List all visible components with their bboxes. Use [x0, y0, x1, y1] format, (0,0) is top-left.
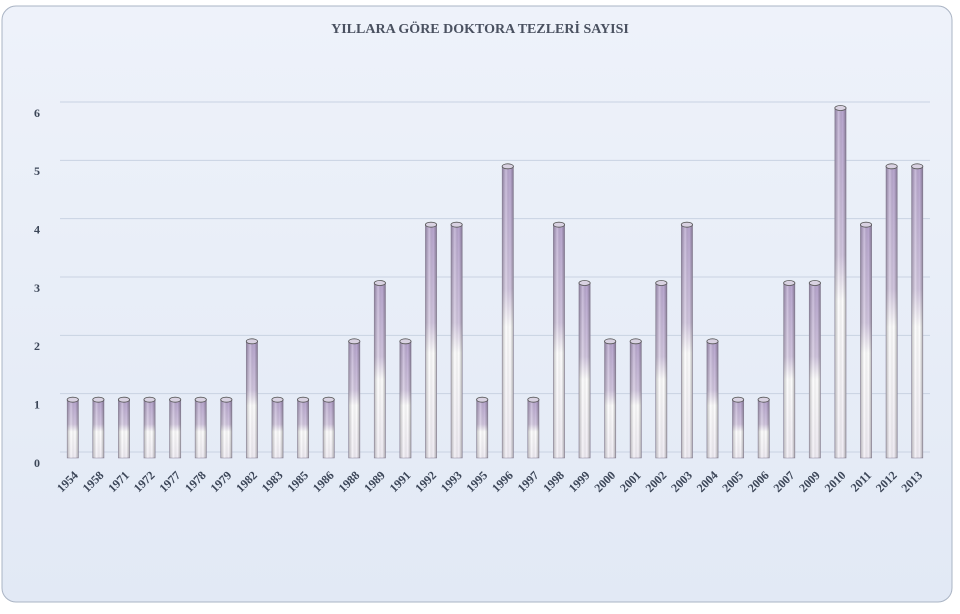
bar-cap: [783, 280, 796, 286]
bar-shade: [297, 399, 309, 458]
y-tick-label: 0: [34, 456, 40, 470]
bar-shade: [834, 108, 847, 458]
bar-shade: [911, 166, 923, 459]
bar-cap: [834, 105, 847, 111]
bar-shade: [118, 399, 130, 458]
bar-cap: [399, 338, 412, 345]
bar-cap: [348, 338, 361, 345]
bar-shade: [450, 224, 463, 458]
bar-shade: [604, 341, 616, 458]
bar-cap: [501, 163, 514, 170]
bar-shade: [758, 399, 770, 458]
y-tick-label: 3: [34, 281, 40, 295]
bar-shade: [374, 283, 386, 458]
bar-cap: [322, 396, 335, 403]
bar-cap: [860, 221, 873, 228]
bar-cap: [66, 396, 79, 403]
bar-shade: [578, 283, 591, 458]
bar-shade: [67, 399, 79, 458]
bar-cap: [450, 221, 463, 228]
bar-cap: [629, 338, 642, 345]
bar-shade: [195, 399, 207, 458]
bar-shade: [92, 399, 105, 458]
bar-shade: [860, 224, 872, 458]
bar-shade: [706, 341, 719, 458]
y-tick-label: 1: [34, 397, 40, 411]
bar-cap: [911, 163, 924, 170]
bar-cap: [655, 280, 668, 286]
bar-cap: [578, 280, 591, 286]
chart-title: YILLARA GÖRE DOKTORA TEZLERİ SAYISI: [331, 20, 629, 37]
bar-shade: [169, 399, 181, 458]
bar-cap: [808, 280, 821, 286]
bar-cap: [194, 396, 207, 403]
bar-cap: [757, 396, 770, 403]
y-tick-label: 5: [34, 164, 40, 178]
bar-shade: [220, 399, 232, 458]
bar-shade: [630, 341, 642, 458]
bar-shade: [783, 283, 795, 458]
bar-cap: [476, 396, 489, 403]
bar-cap: [169, 396, 182, 403]
bar-cap: [143, 396, 156, 403]
y-tick-label: 4: [34, 222, 40, 236]
bar-shade: [425, 224, 437, 458]
bar-cap: [732, 396, 745, 403]
bar-shade: [271, 399, 284, 458]
bar-shade: [323, 399, 335, 458]
bar-shade: [809, 283, 821, 458]
bar-cap: [706, 338, 719, 345]
bar-shade: [681, 224, 693, 458]
y-tick-label: 6: [34, 106, 40, 120]
bar-shade: [527, 399, 540, 458]
bar-cap: [220, 396, 233, 403]
bar-shade: [143, 399, 156, 458]
bar-shade: [246, 341, 258, 458]
bar-cap: [271, 396, 284, 403]
bar-cap: [117, 396, 131, 403]
bar-cap: [604, 338, 617, 345]
bar-shade: [502, 166, 514, 459]
bar-cap: [680, 221, 693, 228]
bar-shade: [885, 166, 898, 459]
bar-shade: [476, 399, 488, 458]
bar-cap: [297, 396, 310, 403]
bar-shade: [399, 341, 412, 458]
bar-cap: [527, 396, 540, 403]
bar-cap: [424, 221, 438, 228]
bar-cap: [373, 280, 386, 286]
bar-cap: [245, 338, 258, 345]
bar-shade: [732, 399, 744, 458]
bar-shade: [348, 341, 360, 458]
bar-cap: [552, 221, 566, 228]
y-tick-label: 2: [34, 339, 40, 353]
bar-cap: [885, 163, 898, 170]
bar-shade: [553, 224, 565, 458]
bar-shade: [655, 283, 667, 458]
bar-cap: [92, 396, 105, 403]
